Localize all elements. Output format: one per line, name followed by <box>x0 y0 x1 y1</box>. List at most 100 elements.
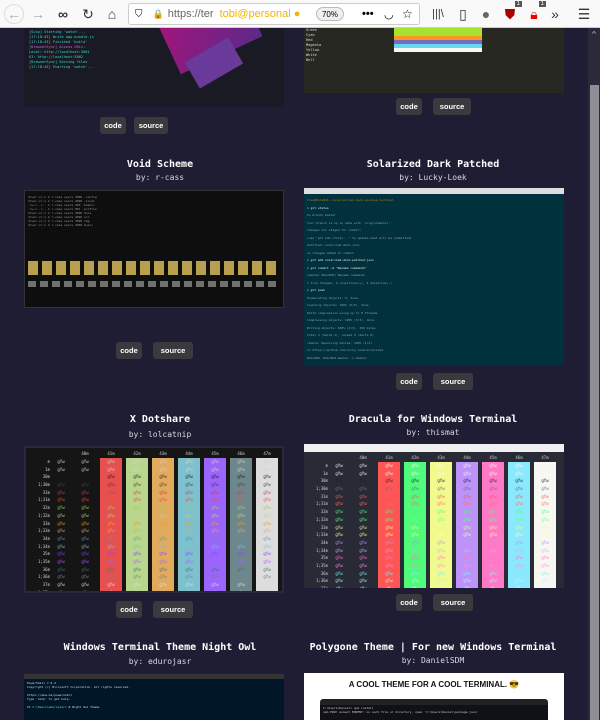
color-sample: gYw <box>404 561 426 570</box>
color-sample: gYw <box>335 516 343 522</box>
code-button[interactable]: code <box>116 601 142 618</box>
privacy-badger-icon[interactable]: 🔒︎ 1 <box>530 1 546 22</box>
ublock-icon[interactable]: ⛊ 1 <box>504 1 522 22</box>
color-sample: gYw <box>359 555 367 561</box>
theme-title[interactable]: Windows Terminal Theme Night Owl <box>63 642 257 653</box>
home-button[interactable]: ⌂ <box>107 6 117 22</box>
row-label: 1;36m <box>37 574 50 580</box>
color-sample: gYw <box>378 569 400 577</box>
theme-title[interactable]: Dracula for Windows Terminal <box>348 414 518 425</box>
theme-title[interactable]: X Dotshare <box>129 414 191 425</box>
color-sample: gYw <box>57 520 65 526</box>
private-mask-icon[interactable]: ∞ <box>58 6 68 22</box>
library-icon[interactable]: |||\ <box>432 8 444 20</box>
color-sample: gYw <box>81 543 89 549</box>
source-button[interactable]: source <box>433 594 473 611</box>
theme-screenshot[interactable]: 40m 41m 42m 43m 44m 45m 46m 47m m gYw gYw gYw gYw gYw… <box>24 446 284 593</box>
color-sample: gYw <box>126 565 148 573</box>
theme-screenshot[interactable]: Ilse@HuisRGS ~/p/solarized-dark-windows-… <box>304 188 564 366</box>
color-sample: gYw <box>378 523 400 531</box>
extension-icon[interactable]: ● <box>481 6 491 22</box>
color-sample: gYw <box>335 547 343 553</box>
code-button[interactable]: code <box>396 98 422 115</box>
theme-author: by: DanielSDM <box>401 656 465 665</box>
color-sample: gYw <box>100 457 122 466</box>
color-sample: gYw <box>57 589 65 593</box>
more-actions-icon[interactable]: ••• <box>362 8 374 20</box>
color-sample: gYw <box>456 523 478 531</box>
color-sample: gYw <box>100 488 122 497</box>
color-sample: gYw <box>178 503 200 512</box>
color-sample: gYw <box>508 561 530 570</box>
shield-icon[interactable]: ⛉ <box>135 8 143 20</box>
color-sample: gYw <box>378 553 400 562</box>
source-button[interactable]: source <box>433 373 473 390</box>
code-button[interactable]: code <box>116 342 142 359</box>
color-sample: gYw <box>335 562 343 568</box>
color-sample: gYw <box>256 465 278 474</box>
color-sample: gYw <box>508 584 530 588</box>
source-button[interactable]: source <box>153 601 193 618</box>
theme-screenshot[interactable]: drwxr-xr-x 2 r-cass users 4096 .config dr… <box>24 190 284 308</box>
row-label: 31m <box>320 493 328 499</box>
overflow-chevron-icon[interactable]: » <box>551 6 559 22</box>
container-identity[interactable]: tobi@personal <box>219 8 291 20</box>
color-sample: gYw <box>126 473 148 481</box>
reload-button[interactable]: ↻ <box>82 5 94 22</box>
color-sample: gYw <box>57 551 65 557</box>
pocket-icon[interactable]: ◡ <box>384 8 394 21</box>
forward-button[interactable]: → <box>31 6 45 22</box>
bookmark-star-icon[interactable]: ☆ <box>402 7 413 21</box>
url-text[interactable]: https://ter <box>167 8 214 20</box>
color-sample: gYw <box>359 493 367 499</box>
color-sample: gYw <box>508 577 530 585</box>
theme-screenshot[interactable]: Green Cyan Red Magenta Yellow White Bell <box>304 28 564 93</box>
theme-title[interactable]: Polygone Theme | For new Windows Termina… <box>309 642 557 653</box>
color-sample: gYw <box>378 492 400 501</box>
code-button[interactable]: code <box>396 373 422 390</box>
color-sample: gYw <box>534 461 556 470</box>
color-sample: gYw <box>508 507 530 516</box>
color-sample: gYw <box>456 584 478 588</box>
code-button[interactable]: code <box>396 594 422 611</box>
scrollbar-thumb[interactable] <box>590 85 599 720</box>
color-sample: gYw <box>57 582 65 588</box>
theme-screenshot[interactable]: PowerShell 7.0.2 Copyright (c) Microsoft … <box>24 674 284 720</box>
source-button[interactable]: source <box>153 342 193 359</box>
color-sample: gYw <box>204 488 226 497</box>
color-sample: gYw <box>482 507 504 516</box>
color-sample: gYw <box>152 488 174 497</box>
grid-corner <box>50 450 72 458</box>
color-sample: gYw <box>204 457 226 466</box>
theme-screenshot[interactable]: [Gulp] Starting 'watch'... [17:18:43] Wri… <box>24 28 284 106</box>
color-sample: gYw <box>57 574 65 580</box>
color-sample: gYw <box>430 530 452 539</box>
source-button[interactable]: source <box>433 98 471 115</box>
color-sample: gYw <box>335 501 343 507</box>
color-sample: gYw <box>335 486 343 492</box>
source-button[interactable]: source <box>134 117 168 134</box>
color-sample: gYw <box>378 538 400 547</box>
fingerprint-icon[interactable]: ● <box>293 8 301 20</box>
color-sample: gYw <box>178 473 200 481</box>
color-sample: gYw <box>100 526 122 535</box>
browser-toolbar: ← → ∞ ↻ ⌂ ⛉ 🔒 https://ter tobi@personal … <box>0 0 600 28</box>
color-sample: gYw <box>378 500 400 508</box>
sidebar-icon[interactable]: ▯ <box>459 5 467 22</box>
row-label: 1;31m <box>315 501 328 507</box>
back-button[interactable]: ← <box>4 4 24 24</box>
terminal-line: On branch master <box>307 213 336 217</box>
theme-screenshot[interactable]: A COOL THEME FOR A COOL TERMINAL. 😎 C:\U… <box>304 673 564 720</box>
theme-title[interactable]: Solarized Dark Patched <box>366 159 500 170</box>
menu-icon[interactable]: ☰ <box>577 5 591 22</box>
url-bar[interactable]: ⛉ 🔒 https://ter tobi@personal ● 70% ••• … <box>128 3 420 25</box>
color-sample: gYw <box>100 565 122 573</box>
color-sample: gYw <box>256 542 278 550</box>
code-button[interactable]: code <box>100 117 126 134</box>
scroll-up-icon[interactable]: ^ <box>591 30 597 39</box>
theme-screenshot[interactable]: 40m 41m 42m 43m 44m 45m 46m 47m m gYw gYw gYw gYw gYw… <box>304 444 564 588</box>
color-sample: gYw <box>256 496 278 504</box>
zoom-level[interactable]: 70% <box>316 7 344 21</box>
theme-title[interactable]: Void Scheme <box>126 159 194 170</box>
color-sample: gYw <box>152 580 174 589</box>
